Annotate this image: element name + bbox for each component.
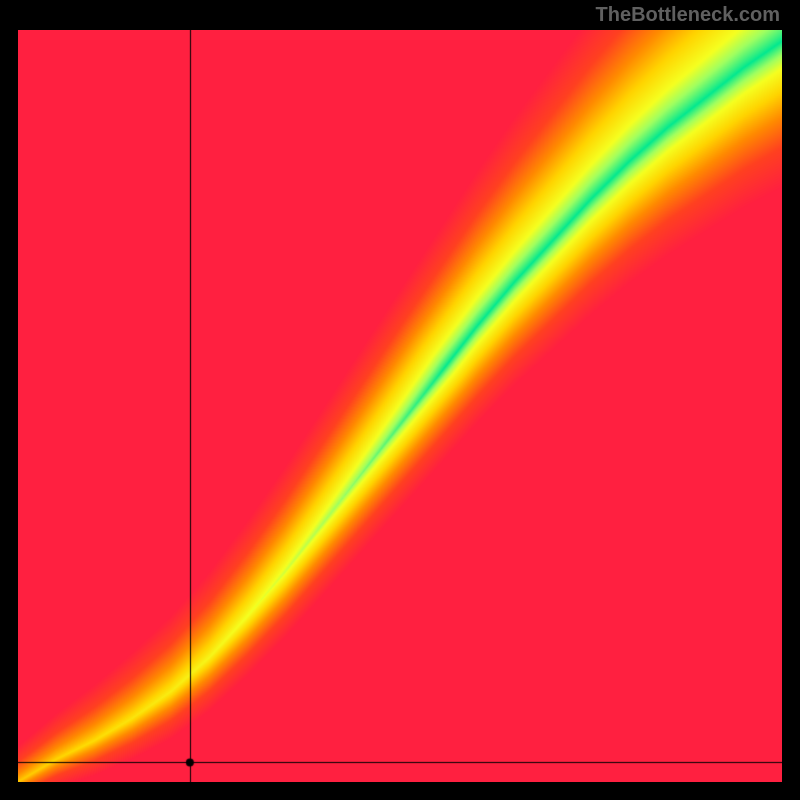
heatmap-canvas: [18, 30, 782, 782]
watermark-text: TheBottleneck.com: [596, 4, 780, 27]
chart-container: TheBottleneck.com: [0, 0, 800, 800]
plot-area: [18, 30, 782, 782]
